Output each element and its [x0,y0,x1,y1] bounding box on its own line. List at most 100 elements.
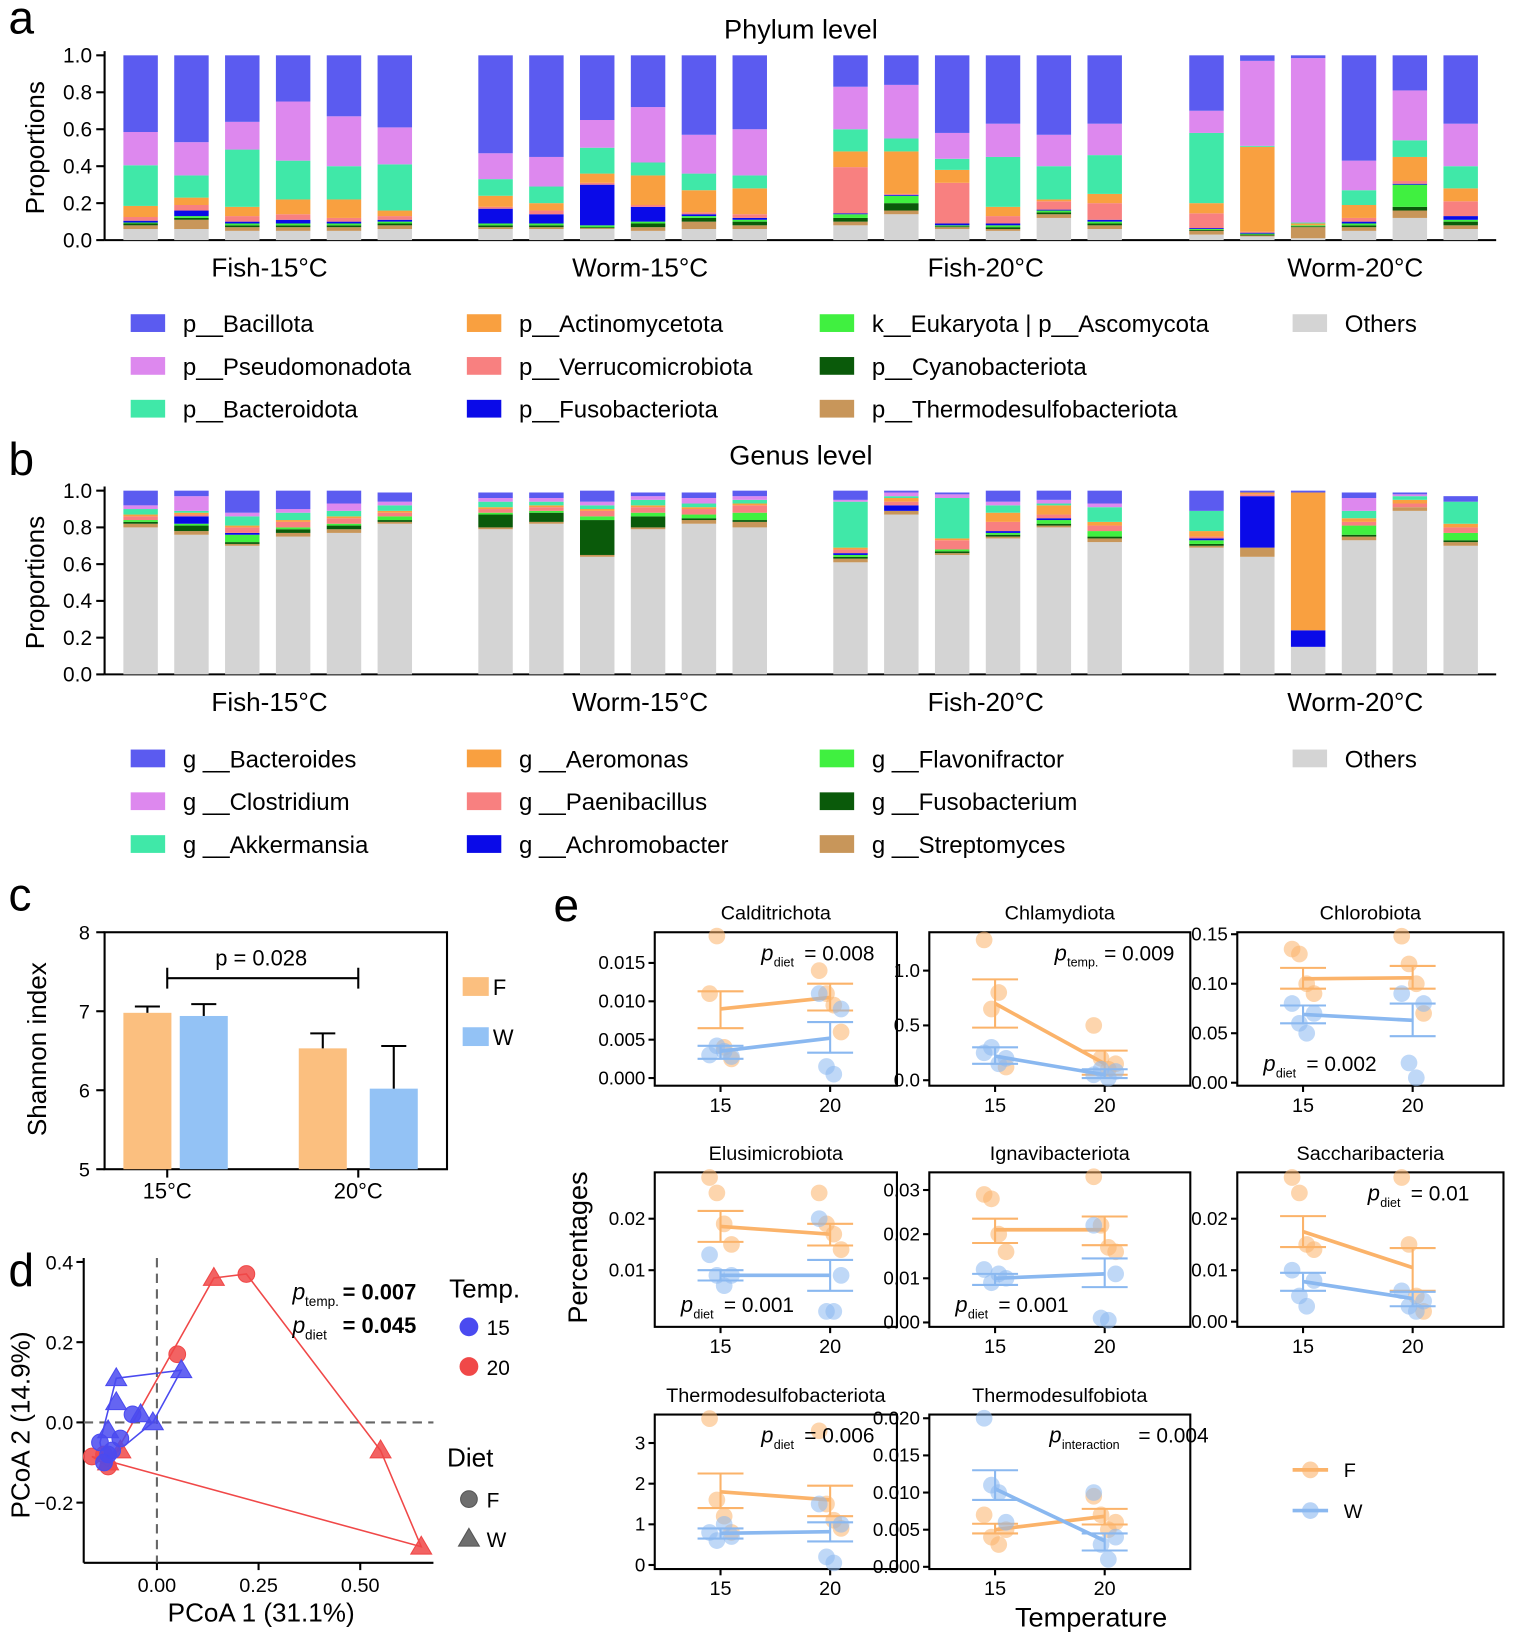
bar-segment-pbacillota [1341,55,1377,161]
x-axis-label: PCoA 1 (31.1%) [168,1597,355,1627]
y-tick-label: 0.01 [609,1259,646,1280]
group-label: Worm-15°C [572,687,708,717]
bar-segment-gfusobacterium [1087,536,1122,539]
bar-segment-pbacteroidota [1087,155,1122,194]
data-point-f [708,1491,726,1509]
bar-segment-pfusobacteriota [681,214,717,217]
bar-segment-gflavonifractor [934,549,970,552]
bar-segment-others [377,523,413,675]
y-tick-label: 0.01 [883,1268,920,1289]
bar-segment-ppseudomonadota [833,86,868,130]
bar-segment-pbacillota [529,55,564,157]
bar-segment-keukaryotapascomycota [377,221,413,224]
stat-value: = 0.008 [804,942,874,965]
bar-segment-others [174,534,209,675]
bar-segment-gpaenibacillus [833,549,868,554]
bar-segment-pcyanobacteriota [934,226,970,228]
bar-segment-pthermodesulfobacteriota [377,225,413,230]
subplot-frame [1236,1171,1505,1328]
subplot-frame [653,1413,898,1571]
y-tick-label: 0.0 [63,664,92,687]
stat-p: p [292,1312,306,1338]
bar-segment-gbacteroides [1240,490,1275,493]
point-temp15-w [104,1390,128,1411]
bar-segment-pcyanobacteriota [985,227,1021,230]
bar-segment-pbacillota [732,55,767,130]
bar-segment-pbacteroidota [1341,190,1377,206]
bar-segment-gclostridium [123,505,158,510]
bar-segment-pbacteroidota [275,160,311,200]
legend-swatch [466,399,502,418]
bar-segment-gclostridium [732,496,767,500]
legend-swatch [462,1027,489,1047]
bar-segment-gfusobacterium [934,551,970,554]
bar-segment-gaeromonas [275,520,311,522]
bar-segment-others [529,229,564,241]
y-tick-label: 0.00 [1191,1311,1228,1332]
legend-marker [1302,1461,1319,1479]
panel-letter: c [9,868,32,920]
bar-segment-pfusobacteriota [1443,216,1478,220]
y-tick-label: 0.8 [63,517,92,540]
data-point-f [1305,1241,1323,1258]
bar-segment-keukaryotapascomycota [1290,225,1326,227]
y-tick-label: 1.0 [894,960,920,981]
bar-segment-gakkermansia [174,510,209,513]
legend-swatch [819,357,855,375]
bar-segment-gclostridium [630,496,666,500]
bar-segment-others [934,554,970,675]
stat-sub: diet [774,1438,795,1452]
bar-segment-gakkermansia [1443,501,1478,524]
stat-p: p [954,1292,967,1317]
bar-segment-pverrucomicrobiota [1443,201,1478,217]
bar-segment-pverrucomicrobiota [1087,203,1122,220]
point-temp20-w [202,1266,226,1286]
x-tick-label: 15 [709,1095,731,1117]
data-point-f [975,1506,993,1524]
bar-segment-keukaryotapascomycota [1036,210,1072,213]
stat-p: p [1054,940,1067,965]
stat-sub: diet [1380,1196,1401,1210]
bar-segment-ppseudomonadota [326,116,362,167]
bar-segment-pthermodesulfobacteriota [833,221,868,226]
data-point-f [832,1241,850,1258]
bar-segment-pbacteroidota [478,179,513,196]
group-label: Fish-20°C [928,253,1044,283]
data-point-f [708,927,726,945]
bar-segment-pactinomycetota [326,199,362,218]
bar-segment-pverrucomicrobiota [884,193,919,195]
bar-segment-ppseudomonadota [681,134,717,174]
bar-segment-gfusobacterium [225,542,260,544]
bar-segment-pbacteroidota [1240,145,1275,147]
bar-segment-gstreptomyces [1341,536,1377,541]
data-point-f [1085,1168,1103,1186]
bar-segment-gaeromonas [1341,518,1377,522]
subplot-frame [653,931,898,1087]
subplot-title: Ignavibacteriota [990,1143,1131,1165]
bar-segment-gflavonifractor [1036,520,1072,524]
legend-label: 15 [487,1317,510,1340]
data-point-w [1099,1551,1117,1568]
legend-label: p__Verrucomicrobiota [519,354,753,381]
x-tick-label: 15 [709,1336,731,1358]
bar-segment-gstreptomyces [275,532,311,537]
mean-line-w [994,1487,1106,1543]
bar-segment-gclostridium [478,498,513,502]
data-point-w [1107,1063,1125,1080]
bar-segment-gfusobacterium [1189,543,1224,546]
bar-segment-others [1392,217,1428,241]
bar-segment-ppseudomonadota [225,121,260,150]
bar-segment-keukaryotapascomycota [1341,223,1377,226]
data-point-w [997,1513,1015,1531]
bar-segment-others [478,229,513,241]
y-tick-label: 0.02 [609,1208,646,1229]
y-tick-label: 0.4 [63,590,92,613]
bar-segment-gaeromonas [884,498,919,502]
bar-segment-gclostridium [985,501,1021,506]
y-tick-label: 0.4 [46,1252,74,1274]
bar-segment-gpaenibacillus [630,507,666,513]
bar-segment-pthermodesulfobacteriota [529,227,564,230]
mean-line-w [1302,1012,1413,1023]
y-tick-label: 0.005 [873,1519,920,1540]
